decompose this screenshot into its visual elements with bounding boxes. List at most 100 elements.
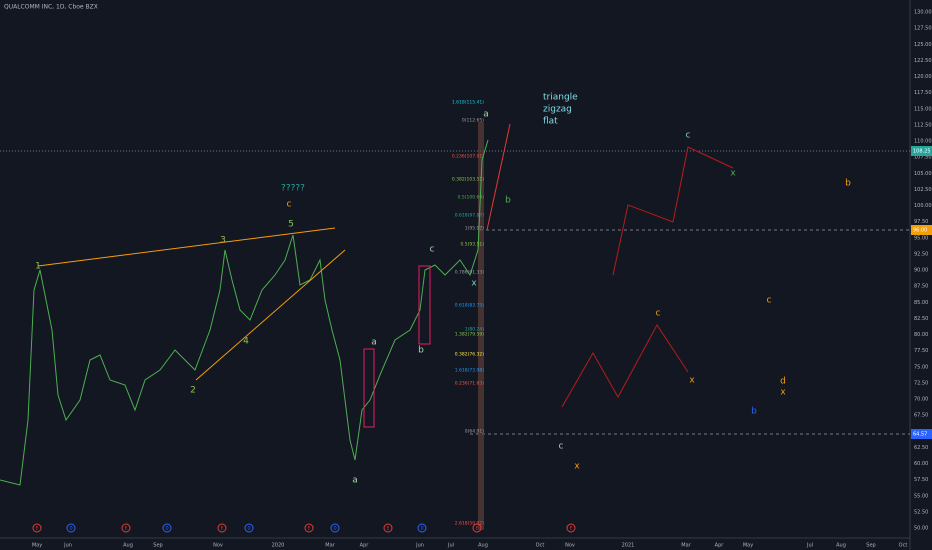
price-label: 70.00 <box>914 397 928 403</box>
wave-label: b <box>845 179 851 189</box>
event-letter: E <box>570 526 573 531</box>
price-label: 85.00 <box>914 300 928 306</box>
wave-label: c <box>656 309 661 319</box>
time-label: Sep <box>153 543 162 549</box>
event-icon <box>383 523 393 533</box>
time-label: May <box>743 543 753 549</box>
fib-label: 1.618(115.41) <box>452 100 484 106</box>
event-letter: E <box>476 526 479 531</box>
event-letter: E <box>221 526 224 531</box>
projection-line <box>486 123 511 231</box>
price-label: 57.50 <box>914 477 928 483</box>
event-icon <box>304 523 314 533</box>
price-label: 87.50 <box>914 284 928 290</box>
wave-label: 3 <box>220 236 226 246</box>
wave-label: zigzag <box>543 105 572 115</box>
fib-label: 1(80.24) <box>465 327 485 333</box>
fib-label: 0.382(76.32) <box>455 352 485 358</box>
box <box>418 265 431 345</box>
time-label: Jun <box>63 543 72 549</box>
event-letter: D <box>165 526 168 531</box>
wave-label: 4 <box>243 337 249 347</box>
price-badge-label: 108.25 <box>913 149 931 155</box>
price-label: 50.00 <box>914 526 928 532</box>
event-letter: D <box>247 526 250 531</box>
event-icon <box>121 523 131 533</box>
time-label: Jun <box>415 543 424 549</box>
price-label: 67.50 <box>914 413 928 419</box>
price-label: 115.00 <box>914 106 932 112</box>
time-label: Jul <box>806 543 813 549</box>
box <box>363 348 375 428</box>
time-label: Jul <box>447 543 454 549</box>
price-label: 80.00 <box>914 332 928 338</box>
price-label: 55.00 <box>914 493 928 499</box>
wave-label: c <box>767 296 772 306</box>
symbol-title: QUALCOMM INC, 1D, Cboe BZX <box>4 4 98 11</box>
wave-label: c <box>559 442 564 452</box>
price-label: 92.50 <box>914 251 928 257</box>
event-letter: E <box>125 526 128 531</box>
event-icon <box>162 523 172 533</box>
wave-label: c <box>287 200 292 210</box>
price-label: 112.50 <box>914 122 932 128</box>
wave-label: c <box>430 245 435 255</box>
fib-label: 1.382(79.59) <box>455 332 485 338</box>
wave-label: c <box>686 131 691 141</box>
time-label: Apr <box>360 543 370 549</box>
price-label: 52.50 <box>914 509 928 515</box>
fib-bar <box>478 122 484 530</box>
event-icon <box>566 523 576 533</box>
projection-line <box>561 324 689 408</box>
wave-label: d <box>780 377 786 387</box>
event-letter: D <box>420 526 423 531</box>
fib-label: 0.5(93.51) <box>460 242 484 248</box>
trend-line <box>37 227 336 267</box>
wave-label: a <box>352 476 358 486</box>
time-label: Nov <box>565 543 575 549</box>
trend-line <box>195 249 346 381</box>
wave-label: b <box>751 407 757 417</box>
time-label: May <box>32 543 42 549</box>
wave-label: 2 <box>190 386 196 396</box>
time-label: Aug <box>123 543 133 549</box>
price-label: 62.50 <box>914 445 928 451</box>
price-label: 117.50 <box>914 90 932 96</box>
time-label: Sep <box>866 543 875 549</box>
wave-label: a <box>371 338 377 348</box>
time-label: Apr <box>715 543 725 549</box>
event-icon <box>66 523 76 533</box>
event-letter: E <box>36 526 39 531</box>
time-label: Mar <box>681 543 691 549</box>
event-icon <box>417 523 427 533</box>
wave-label: 5 <box>288 220 294 230</box>
time-label: Oct <box>536 543 545 549</box>
event-icon <box>217 523 227 533</box>
wave-label: b <box>418 346 424 356</box>
fib-label: 0(112.65) <box>462 118 484 124</box>
price-label: 77.50 <box>914 348 928 354</box>
event-letter: E <box>308 526 311 531</box>
time-label: 2021 <box>622 543 635 549</box>
price-label: 97.50 <box>914 219 928 225</box>
event-icon <box>244 523 254 533</box>
fib-label: 0.5(100.69) <box>458 195 485 201</box>
fib-label: 0.382(103.51) <box>452 177 484 183</box>
event-letter: D <box>69 526 72 531</box>
price-label: 120.00 <box>914 74 932 80</box>
projection-line <box>612 146 734 276</box>
price-badge-label: 96.00 <box>913 228 927 234</box>
price-label: 75.00 <box>914 364 928 370</box>
time-label: Aug <box>478 543 488 549</box>
event-icon <box>330 523 340 533</box>
time-label: Mar <box>325 543 335 549</box>
wave-label: x <box>689 376 695 386</box>
wave-label: x <box>471 279 477 289</box>
fib-label: 0.236(107.01) <box>452 154 484 160</box>
price-label: 105.00 <box>914 171 932 177</box>
fib-label: 1.618(73.98) <box>455 368 485 374</box>
price-badge-label: 64.57 <box>913 432 927 438</box>
wave-label: triangle <box>543 93 578 103</box>
event-letter: D <box>333 526 336 531</box>
wave-label: a <box>483 110 489 120</box>
